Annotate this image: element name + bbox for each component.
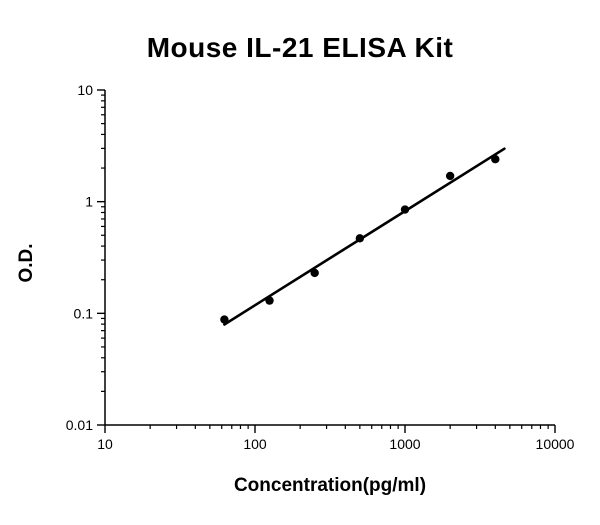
chart-title: Mouse IL-21 ELISA Kit xyxy=(146,32,454,63)
fit-line xyxy=(223,147,506,326)
y-tick-label: 10 xyxy=(77,82,93,98)
data-point xyxy=(265,296,274,305)
data-point xyxy=(310,268,319,278)
data-point xyxy=(445,171,455,181)
data-point xyxy=(491,155,500,164)
data-point xyxy=(400,205,410,214)
x-tick-label: 10000 xyxy=(536,436,575,452)
x-axis-label: Concentration(pg/ml) xyxy=(234,475,426,496)
x-tick-label: 100 xyxy=(243,436,267,452)
y-tick-label: 0.1 xyxy=(74,305,94,321)
y-tick-label: 1 xyxy=(85,194,93,210)
y-tick-label: 0.01 xyxy=(66,417,93,433)
x-tick-label: 10 xyxy=(97,436,113,452)
x-tick-label: 1000 xyxy=(389,436,420,452)
y-axis-label: O.D. xyxy=(16,243,37,282)
data-point xyxy=(355,234,365,243)
plot-generated-content: 10 100 1000 10000 0.01 0.1 1 10 xyxy=(66,82,575,452)
data-point xyxy=(220,315,229,324)
